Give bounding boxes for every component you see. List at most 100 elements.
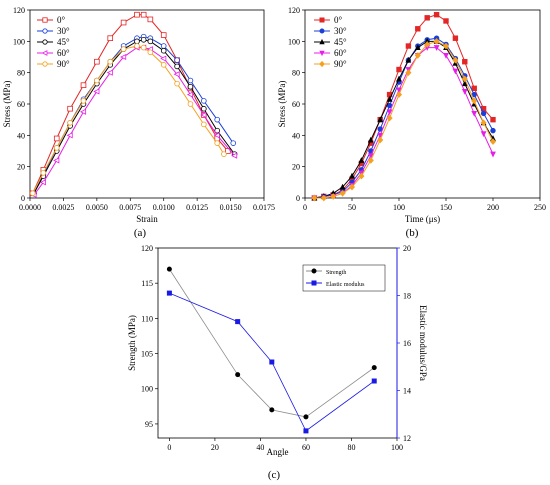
data-point <box>231 152 238 159</box>
x-axis-title: Time (μs) <box>405 214 440 224</box>
data-point <box>213 132 220 139</box>
y-tick-label: 95 <box>145 420 153 429</box>
legend-swatch-marker <box>311 280 317 286</box>
data-point <box>367 157 374 164</box>
data-point <box>67 120 73 126</box>
data-point <box>147 38 154 45</box>
y-tick-label: 120 <box>288 6 300 15</box>
legend-entry-label: 30° <box>57 26 70 36</box>
y-tick-label: 40 <box>292 131 300 140</box>
data-point <box>53 157 60 164</box>
data-point <box>120 19 127 26</box>
data-point <box>120 46 127 52</box>
data-point <box>235 372 241 378</box>
data-point <box>40 170 47 176</box>
data-point <box>186 91 194 98</box>
x-tick-label: 80 <box>347 443 355 452</box>
legend-entry-label: 45° <box>334 37 347 47</box>
data-point <box>358 157 365 163</box>
data-point <box>371 378 377 384</box>
data-point <box>386 114 393 122</box>
y-tick-label: 40 <box>17 131 25 140</box>
data-point <box>490 127 496 134</box>
y-right-axis-title: Elastic modulus/GPa <box>418 305 428 381</box>
legend-entry-label: 60° <box>57 48 70 58</box>
data-point <box>93 88 100 95</box>
data-point <box>349 172 355 179</box>
data-point <box>480 119 487 127</box>
x-tick-label: 0.0075 <box>119 203 141 212</box>
data-point <box>235 319 241 325</box>
data-point <box>452 35 459 41</box>
data-point <box>311 194 318 202</box>
data-point <box>160 47 167 54</box>
y-tick-label: 100 <box>288 37 300 46</box>
legend-entry-label: 90° <box>57 59 70 69</box>
data-point <box>269 359 275 365</box>
data-point <box>173 71 180 78</box>
data-point <box>414 44 421 51</box>
legend-swatch-marker <box>319 17 325 23</box>
x-axis-title: Angle <box>267 447 289 457</box>
data-point <box>221 151 227 157</box>
x-tick-label: 0.0125 <box>186 203 208 212</box>
data-point <box>480 131 487 138</box>
data-point <box>66 132 73 139</box>
data-point <box>107 58 114 65</box>
x-tick-label: 50 <box>348 203 356 212</box>
data-point <box>371 365 377 371</box>
legend-entry-label: 60° <box>334 48 347 58</box>
data-point <box>80 98 87 104</box>
data-point <box>443 18 449 24</box>
data-point <box>80 82 87 89</box>
y-tick-label: 110 <box>141 314 153 323</box>
legend-entry-label: 0° <box>334 15 343 25</box>
data-point <box>160 32 167 38</box>
data-point <box>320 194 327 202</box>
y-right-tick-label: 20 <box>403 244 411 253</box>
data-point <box>471 97 478 105</box>
data-point <box>377 132 384 139</box>
data-point <box>147 49 154 56</box>
chart-panel-b: 0 50 100 150 200 250 0 20 40 60 80 100 120 Time (μs) S… <box>277 6 546 239</box>
x-axis-title: Strain <box>136 214 158 224</box>
x-tick-label: 0.0175 <box>253 203 275 212</box>
data-point <box>174 57 180 63</box>
data-point <box>147 16 154 23</box>
data-point <box>490 116 496 123</box>
data-point <box>269 407 275 413</box>
x-tick-label: 0 <box>303 203 307 212</box>
panel-label: (a) <box>134 227 147 239</box>
x-tick-label: 0.0050 <box>86 203 108 212</box>
data-point <box>187 83 194 90</box>
legend-swatch-marker <box>42 17 48 23</box>
data-point <box>140 36 147 43</box>
data-point <box>452 68 459 75</box>
data-point <box>424 41 431 48</box>
data-point <box>39 179 46 186</box>
data-point <box>214 140 221 146</box>
y-tick-label: 0 <box>21 194 25 203</box>
x-tick-label: 250 <box>534 203 546 212</box>
legend-entry-label: 0° <box>57 15 66 25</box>
data-point <box>174 80 180 87</box>
data-point <box>134 38 140 45</box>
y-right-tick-label: 18 <box>403 292 411 301</box>
data-point <box>461 80 468 87</box>
data-point <box>471 85 477 92</box>
data-point <box>187 101 194 107</box>
data-point <box>134 11 140 18</box>
panel-label: (b) <box>406 227 419 239</box>
data-point <box>442 42 450 50</box>
data-point <box>377 136 384 144</box>
legend-entry-label: 30° <box>334 26 347 36</box>
data-point <box>140 44 147 51</box>
data-point <box>107 35 114 41</box>
legend-entry-label: 45° <box>57 37 70 47</box>
data-point <box>160 55 167 62</box>
y-axis-title: Stress (MPa) <box>2 81 12 128</box>
x-tick-label: 0 <box>167 443 171 452</box>
y-tick-label: 115 <box>141 279 153 288</box>
legend-swatch-marker <box>311 268 317 274</box>
